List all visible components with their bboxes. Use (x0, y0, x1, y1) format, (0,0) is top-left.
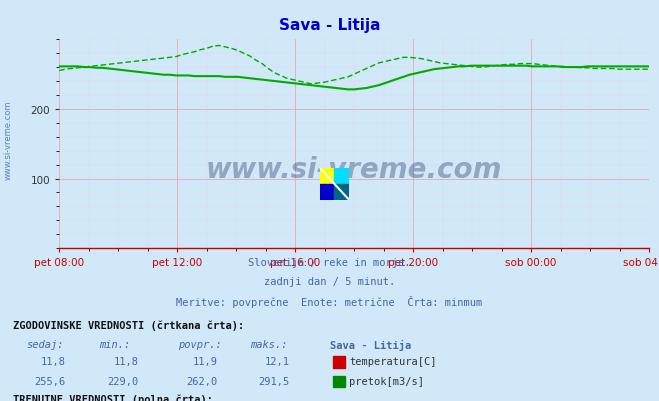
Text: Sava - Litija: Sava - Litija (330, 339, 411, 350)
Text: povpr.:: povpr.: (178, 339, 221, 348)
Text: 291,5: 291,5 (259, 376, 290, 386)
Text: 12,1: 12,1 (265, 356, 290, 367)
Text: www.si-vreme.com: www.si-vreme.com (206, 156, 502, 183)
Text: ZGODOVINSKE VREDNOSTI (črtkana črta):: ZGODOVINSKE VREDNOSTI (črtkana črta): (13, 319, 244, 330)
Text: Sava - Litija: Sava - Litija (279, 18, 380, 33)
Bar (320, 168, 335, 184)
Bar (333, 356, 345, 368)
Text: 11,8: 11,8 (41, 356, 66, 367)
Bar (333, 376, 345, 387)
Text: Meritve: povprečne  Enote: metrične  Črta: minmum: Meritve: povprečne Enote: metrične Črta:… (177, 296, 482, 308)
Text: min.:: min.: (99, 339, 130, 348)
Text: Slovenija / reke in morje.: Slovenija / reke in morje. (248, 257, 411, 267)
Text: 262,0: 262,0 (186, 376, 217, 386)
Text: TRENUTNE VREDNOSTI (polna črta):: TRENUTNE VREDNOSTI (polna črta): (13, 394, 213, 401)
Text: sedaj:: sedaj: (26, 339, 64, 348)
Text: temperatura[C]: temperatura[C] (349, 356, 437, 367)
Text: 11,8: 11,8 (113, 356, 138, 367)
Text: 255,6: 255,6 (35, 376, 66, 386)
Bar (320, 184, 335, 200)
Text: pretok[m3/s]: pretok[m3/s] (349, 376, 424, 386)
Bar (335, 184, 349, 200)
Text: zadnji dan / 5 minut.: zadnji dan / 5 minut. (264, 276, 395, 286)
Text: 11,9: 11,9 (192, 356, 217, 367)
Text: maks.:: maks.: (250, 339, 288, 348)
Text: 229,0: 229,0 (107, 376, 138, 386)
Bar (335, 168, 349, 184)
Text: www.si-vreme.com: www.si-vreme.com (3, 101, 13, 180)
